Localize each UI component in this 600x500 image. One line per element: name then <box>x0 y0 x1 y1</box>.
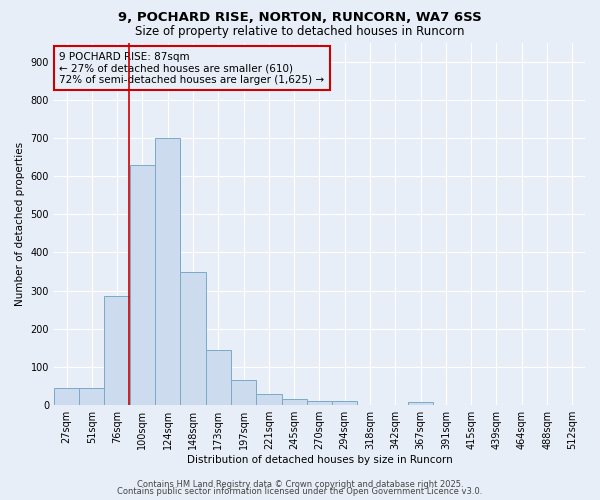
Text: Contains public sector information licensed under the Open Government Licence v3: Contains public sector information licen… <box>118 488 482 496</box>
Bar <box>54 388 79 405</box>
Bar <box>130 164 155 405</box>
Text: 9 POCHARD RISE: 87sqm
← 27% of detached houses are smaller (610)
72% of semi-det: 9 POCHARD RISE: 87sqm ← 27% of detached … <box>59 52 325 85</box>
Bar <box>155 138 181 405</box>
Bar <box>181 272 206 405</box>
Bar <box>206 350 231 405</box>
Bar <box>79 388 104 405</box>
Bar <box>231 380 256 405</box>
Text: 9, POCHARD RISE, NORTON, RUNCORN, WA7 6SS: 9, POCHARD RISE, NORTON, RUNCORN, WA7 6S… <box>118 11 482 24</box>
Bar <box>307 400 332 405</box>
Bar <box>104 296 130 405</box>
Text: Contains HM Land Registry data © Crown copyright and database right 2025.: Contains HM Land Registry data © Crown c… <box>137 480 463 489</box>
Bar <box>256 394 281 405</box>
Bar <box>281 400 307 405</box>
X-axis label: Distribution of detached houses by size in Runcorn: Distribution of detached houses by size … <box>187 455 452 465</box>
Bar <box>408 402 433 405</box>
Y-axis label: Number of detached properties: Number of detached properties <box>15 142 25 306</box>
Bar <box>332 402 358 405</box>
Text: Size of property relative to detached houses in Runcorn: Size of property relative to detached ho… <box>135 24 465 38</box>
